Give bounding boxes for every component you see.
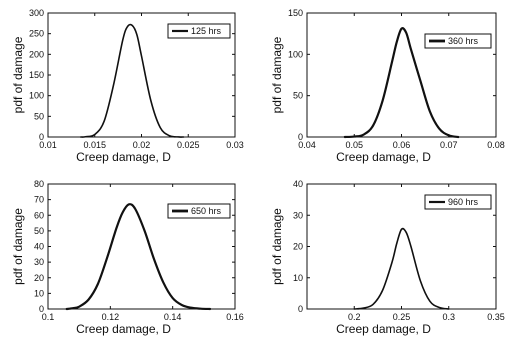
- y-tick-label: 250: [29, 29, 44, 39]
- x-tick-label: 0.07: [440, 140, 458, 150]
- chart-panel-4: 0.2 0.25 0.3 0.35 0 10 20 30 40 Creep damage, D pd…: [270, 179, 505, 336]
- y-axis-label: pdf of damage: [11, 208, 25, 285]
- x-tick-label: 0.08: [487, 140, 505, 150]
- y-axis-label: pdf of damage: [11, 36, 25, 113]
- y-tick-label: 100: [29, 91, 44, 101]
- y-tick-label: 60: [34, 210, 44, 220]
- y-tick-label: 10: [293, 273, 303, 283]
- y-tick-label: 300: [29, 8, 44, 18]
- y-tick-label: 150: [29, 70, 44, 80]
- y-tick-label: 0: [39, 304, 44, 314]
- series-line-1: [65, 203, 212, 311]
- legend-box: [167, 203, 231, 219]
- x-tick-label: 0.14: [164, 312, 182, 322]
- y-tick-label: 100: [288, 49, 303, 59]
- y-tick-label: 30: [293, 210, 303, 220]
- x-tick-label: 0.04: [298, 140, 316, 150]
- y-tick-label: 80: [34, 179, 44, 189]
- legend-label: 360 hrs: [448, 36, 479, 46]
- legend-box: [167, 23, 231, 39]
- x-tick-label: 0.16: [226, 312, 244, 322]
- x-tick-label: 0.2: [348, 312, 361, 322]
- y-tick-label: 0: [39, 132, 44, 142]
- series-line-1: [353, 227, 450, 310]
- y-tick-label: 70: [34, 195, 44, 205]
- x-tick-label: 0.3: [442, 312, 455, 322]
- y-tick-label: 50: [34, 226, 44, 236]
- x-tick-label: 0.35: [487, 312, 505, 322]
- x-tick-label: 0.05: [345, 140, 363, 150]
- y-tick-label: 50: [34, 111, 44, 121]
- y-tick-label: 30: [34, 257, 44, 267]
- legend-label: 650 hrs: [191, 206, 222, 216]
- x-tick-label: 0.06: [393, 140, 411, 150]
- legend-box: [424, 194, 492, 210]
- legend-label: 125 hrs: [191, 26, 222, 36]
- x-axis-label: Creep damage, D: [76, 322, 171, 336]
- y-tick-label: 0: [298, 304, 303, 314]
- series-line-1: [343, 27, 460, 139]
- x-tick-label: 0.25: [393, 312, 411, 322]
- series-line-1: [79, 23, 185, 138]
- y-tick-label: 50: [293, 91, 303, 101]
- y-tick-label: 40: [293, 179, 303, 189]
- plot-area-frame: [306, 12, 497, 138]
- y-axis-label: pdf of damage: [270, 36, 284, 113]
- y-axis-label: pdf of damage: [270, 208, 284, 285]
- chart-panel-3: 0.1 0.12 0.14 0.16 0 10 20 30 40 50 60 70 80 Creep da…: [11, 179, 244, 336]
- legend-label: 960 hrs: [448, 197, 479, 207]
- x-tick-label: 0.12: [102, 312, 120, 322]
- x-axis-label: Creep damage, D: [336, 322, 431, 336]
- y-tick-label: 10: [34, 288, 44, 298]
- x-tick-label: 0.03: [226, 140, 244, 150]
- x-axis-label: Creep damage, D: [336, 150, 431, 164]
- y-tick-label: 150: [288, 8, 303, 18]
- chart-panel-2: 0.04 0.05 0.06 0.07 0.08 0 50 100 150 Creep damag…: [270, 8, 505, 164]
- y-tick-label: 0: [298, 132, 303, 142]
- x-tick-label: 0.02: [133, 140, 151, 150]
- x-tick-label: 0.015: [83, 140, 106, 150]
- x-tick-label: 0.025: [177, 140, 200, 150]
- x-axis-label: Creep damage, D: [76, 150, 171, 164]
- x-tick-label: 0.1: [42, 312, 55, 322]
- legend-box: [424, 33, 492, 49]
- x-tick-label: 0.01: [39, 140, 57, 150]
- plot-area-frame: [47, 183, 236, 310]
- y-tick-label: 200: [29, 49, 44, 59]
- chart-panel-1: 0.01 0.015 0.02 0.025 0.03 0 50 100 150 200 250 300…: [11, 8, 244, 164]
- y-tick-label: 40: [34, 242, 44, 252]
- y-tick-label: 20: [293, 242, 303, 252]
- y-tick-label: 20: [34, 273, 44, 283]
